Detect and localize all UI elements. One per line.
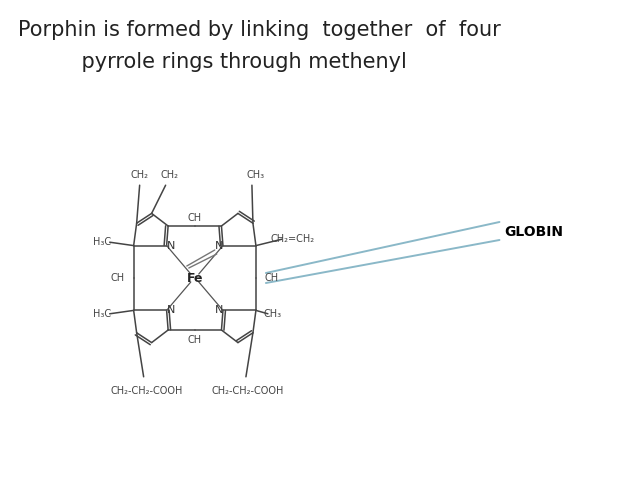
Text: Fe: Fe <box>186 272 203 285</box>
Text: N: N <box>215 305 223 315</box>
Text: pyrrole rings through methenyl: pyrrole rings through methenyl <box>55 52 407 72</box>
Text: N: N <box>215 240 223 251</box>
Text: CH₂: CH₂ <box>131 170 148 180</box>
Text: N: N <box>166 305 175 315</box>
Text: H₃C: H₃C <box>93 237 111 247</box>
Text: CH₂-CH₂-COOH: CH₂-CH₂-COOH <box>111 386 183 396</box>
Text: CH₂-CH₂-COOH: CH₂-CH₂-COOH <box>212 386 284 396</box>
Text: H₃C: H₃C <box>93 309 111 319</box>
Text: CH: CH <box>265 273 279 283</box>
Text: CH: CH <box>188 335 202 345</box>
Text: CH₂: CH₂ <box>161 170 179 180</box>
Text: CH: CH <box>111 273 125 283</box>
Text: GLOBIN: GLOBIN <box>504 225 563 239</box>
Text: CH: CH <box>188 213 202 223</box>
Text: CH₂=CH₂: CH₂=CH₂ <box>271 234 315 244</box>
Text: CH₃: CH₃ <box>264 309 282 319</box>
Text: Porphin is formed by linking  together  of  four: Porphin is formed by linking together of… <box>18 20 500 40</box>
Text: N: N <box>166 240 175 251</box>
Text: CH₃: CH₃ <box>247 170 265 180</box>
